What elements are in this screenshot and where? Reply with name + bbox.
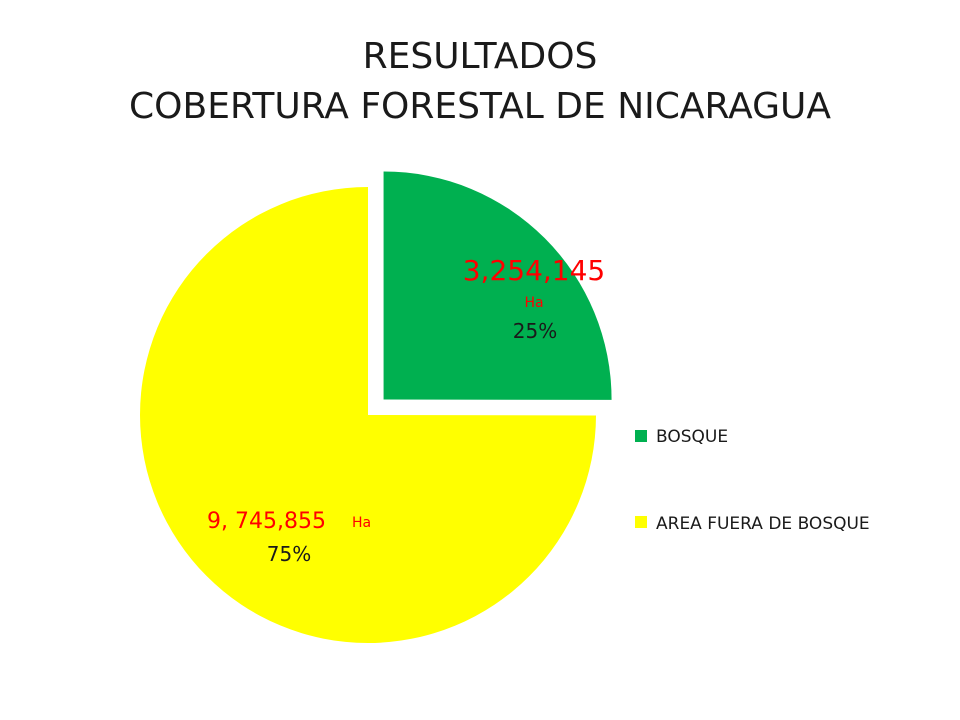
legend-label-bosque: BOSQUE [656,427,728,447]
legend-swatch-bosque [635,430,647,442]
legend-swatch-area-fuera-de-bosque [635,516,647,528]
chart-title: RESULTADOS COBERTURA FORESTAL DE NICARAG… [0,32,960,132]
title-line-2: COBERTURA FORESTAL DE NICARAGUA [129,86,831,127]
data-label-bosque-value: 3,254,145 [463,254,606,287]
pie-slice-bosque [383,171,612,400]
title-line-1: RESULTADOS [362,36,598,77]
data-label-bosque-unit: Ha [524,295,543,311]
data-label-area-percent: 75% [267,542,311,566]
data-label-area-value: 9, 745,855 [207,509,326,534]
data-label-area-unit: Ha [352,515,371,531]
legend-label-area-fuera-de-bosque: AREA FUERA DE BOSQUE [656,514,870,534]
data-label-bosque-percent: 25% [513,319,557,343]
legend: BOSQUE AREA FUERA DE BOSQUE [635,427,870,534]
pie-slice-area-fuera-de-bosque [140,187,596,644]
